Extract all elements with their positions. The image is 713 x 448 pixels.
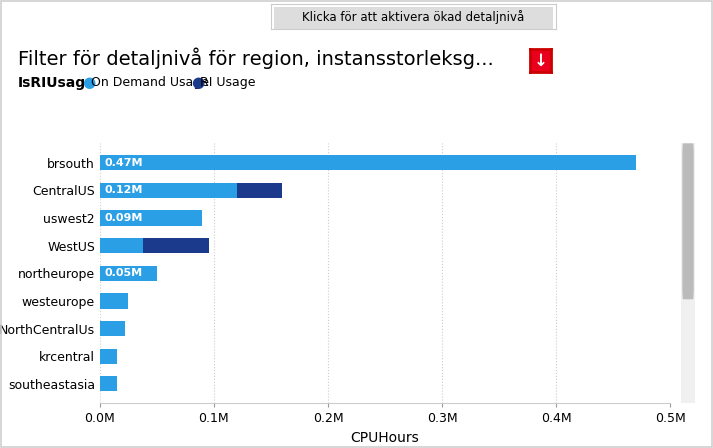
Text: 0.47M: 0.47M xyxy=(104,158,143,168)
Text: ●: ● xyxy=(82,75,96,90)
FancyBboxPatch shape xyxy=(682,143,694,299)
Bar xyxy=(100,349,117,364)
Bar xyxy=(143,238,210,253)
X-axis label: CPUHours: CPUHours xyxy=(351,431,419,445)
Text: IsRIUsage: IsRIUsage xyxy=(18,76,96,90)
Text: Filter för detaljnivå för region, instansstorleksg...: Filter för detaljnivå för region, instan… xyxy=(18,47,493,69)
Text: 0.12M: 0.12M xyxy=(104,185,143,195)
Text: On Demand Usage: On Demand Usage xyxy=(91,76,209,90)
Text: RI Usage: RI Usage xyxy=(200,76,256,90)
Text: 0.05M: 0.05M xyxy=(104,268,143,278)
Bar xyxy=(100,211,202,226)
Bar xyxy=(100,183,237,198)
Bar xyxy=(100,266,157,281)
Text: Klicka för att aktivera ökad detaljnivå: Klicka för att aktivera ökad detaljnivå xyxy=(302,10,525,24)
Text: ●: ● xyxy=(191,75,205,90)
Bar xyxy=(100,238,143,253)
Text: 0.09M: 0.09M xyxy=(104,213,143,223)
Bar xyxy=(237,183,282,198)
Bar xyxy=(100,155,636,170)
Text: ↓: ↓ xyxy=(533,52,548,69)
Bar xyxy=(100,321,125,336)
Bar xyxy=(100,376,117,392)
Bar xyxy=(100,293,128,309)
FancyBboxPatch shape xyxy=(274,7,553,30)
